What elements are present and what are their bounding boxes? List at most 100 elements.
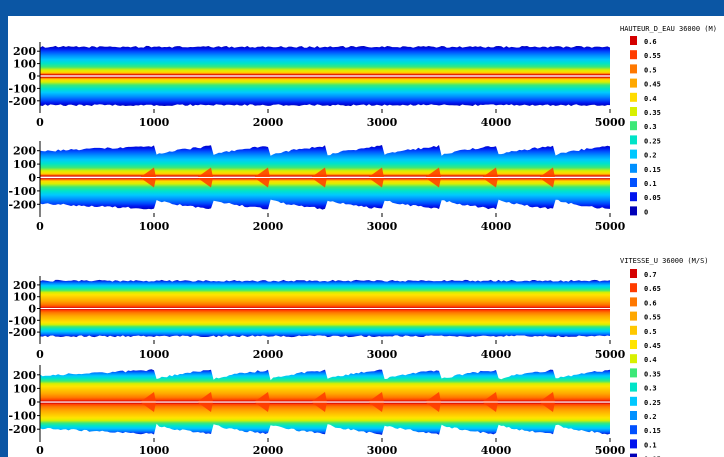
x-tick-label: 2000 <box>253 444 284 457</box>
legend-label: 0.1 <box>644 441 657 449</box>
legend-label: 0.25 <box>644 399 661 407</box>
x-tick-label: 0 <box>36 444 44 457</box>
x-tick-label: 3000 <box>367 348 398 361</box>
y-tick-label: 200 <box>13 145 36 158</box>
legend-swatch <box>630 36 637 45</box>
legend-swatch <box>630 163 637 173</box>
legend-swatch <box>630 297 637 307</box>
legend-label: 0.05 <box>644 194 661 202</box>
x-tick-label: 4000 <box>481 220 512 233</box>
legend-swatch <box>630 64 637 74</box>
legend-label: 0.55 <box>644 314 661 322</box>
legend-title-vitesse: VITESSE_U 36000 (M/S) <box>620 257 709 265</box>
legend-label: 0.45 <box>644 81 661 89</box>
legend-swatch <box>630 354 637 364</box>
legend-title-hauteur: HAUTEUR_D_EAU 36000 (M) <box>620 25 717 33</box>
legend-label: 0.15 <box>644 427 661 435</box>
legend-swatch <box>630 78 637 88</box>
legend-swatch <box>630 107 637 116</box>
legend-label: 0.2 <box>644 413 657 421</box>
legend-vitesse: VITESSE_U 36000 (M/S) 0.7 0.65 0.6 0.55 0.5 0… <box>620 257 709 457</box>
legend-label: 0.5 <box>644 328 657 336</box>
legend-swatch <box>630 92 637 102</box>
y-tick-label: 200 <box>13 45 36 58</box>
y-tick-label: 200 <box>13 279 36 292</box>
legend-hauteur: HAUTEUR_D_EAU 36000 (M) 0.6 0.55 0.5 0.45 0.… <box>620 25 717 216</box>
legend-label: 0.6 <box>644 38 657 46</box>
y-tick-label: -200 <box>8 198 36 211</box>
y-tick-label: 0 <box>28 396 36 409</box>
x-tick-label: 4000 <box>481 348 512 361</box>
y-tick-label: 100 <box>13 158 36 171</box>
legend-swatch <box>630 121 637 131</box>
legend-swatch <box>630 325 637 335</box>
legend-label: 0.45 <box>644 342 661 350</box>
legend-swatch <box>630 396 637 406</box>
legend-swatch <box>630 135 637 145</box>
plot-window: 200 100 0 -100 -200 0 1000 2000 3000 4000 5000 200 1… <box>8 16 724 457</box>
x-tick-label: 5000 <box>595 220 626 233</box>
x-tick-label: 0 <box>36 348 44 361</box>
y-tick-label: -200 <box>8 326 36 339</box>
legend-label: 0.4 <box>644 95 657 103</box>
legend-label: 0 <box>644 208 648 216</box>
legend-swatch <box>630 283 637 293</box>
x-tick-label: 2000 <box>253 348 284 361</box>
legend-swatch <box>630 411 637 420</box>
y-tick-label: -100 <box>8 185 36 198</box>
y-tick-label: 100 <box>13 291 36 304</box>
x-tick-label: 1000 <box>139 116 170 129</box>
legend-label: 0.5 <box>644 66 657 74</box>
y-tick-label: -100 <box>8 410 36 423</box>
y-tick-label: 0 <box>28 172 36 185</box>
legend-swatch <box>630 340 637 349</box>
y-tick-label: 0 <box>28 70 36 83</box>
legend-swatch <box>630 206 637 216</box>
legend-label: 0.4 <box>644 356 657 364</box>
y-tick-label: -100 <box>8 314 36 327</box>
y-tick-label: 200 <box>13 369 36 382</box>
legend-swatch <box>630 149 637 159</box>
y-tick-label: 100 <box>13 58 36 71</box>
legend-swatch <box>630 425 637 435</box>
y-tick-label: 0 <box>28 303 36 316</box>
legend-swatch <box>630 192 637 202</box>
x-tick-label: 5000 <box>595 348 626 361</box>
legend-label: 0.35 <box>644 109 661 117</box>
x-tick-label: 1000 <box>139 220 170 233</box>
legend-label: 0.05 <box>644 456 661 457</box>
x-tick-label: 0 <box>36 220 44 233</box>
x-tick-label: 2000 <box>253 220 284 233</box>
legend-label: 0.3 <box>644 385 657 393</box>
x-tick-label: 3000 <box>367 116 398 129</box>
legend-swatch <box>630 178 637 187</box>
x-tick-label: 5000 <box>595 444 626 457</box>
y-tick-label: -200 <box>8 95 36 108</box>
legend-label: 0.7 <box>644 271 657 279</box>
legend-swatch <box>630 269 637 278</box>
x-tick-label: 3000 <box>367 220 398 233</box>
y-tick-label: 100 <box>13 382 36 395</box>
y-tick-label: -200 <box>8 423 36 436</box>
legend-label: 0.65 <box>644 285 661 293</box>
legend-label: 0.35 <box>644 370 661 378</box>
x-tick-label: 1000 <box>139 348 170 361</box>
legend-label: 0.2 <box>644 152 657 160</box>
x-tick-label: 2000 <box>253 116 284 129</box>
x-tick-label: 4000 <box>481 116 512 129</box>
x-tick-label: 1000 <box>139 444 170 457</box>
y-tick-label: -100 <box>8 82 36 95</box>
legend-label: 0.15 <box>644 166 661 174</box>
legend-label: 0.55 <box>644 52 661 60</box>
x-tick-label: 0 <box>36 116 44 129</box>
legend-swatch <box>630 439 637 449</box>
x-tick-label: 5000 <box>595 116 626 129</box>
legend-swatch <box>630 453 637 457</box>
legend-swatch <box>630 311 637 321</box>
x-tick-label: 4000 <box>481 444 512 457</box>
legend-label: 0.25 <box>644 137 661 145</box>
